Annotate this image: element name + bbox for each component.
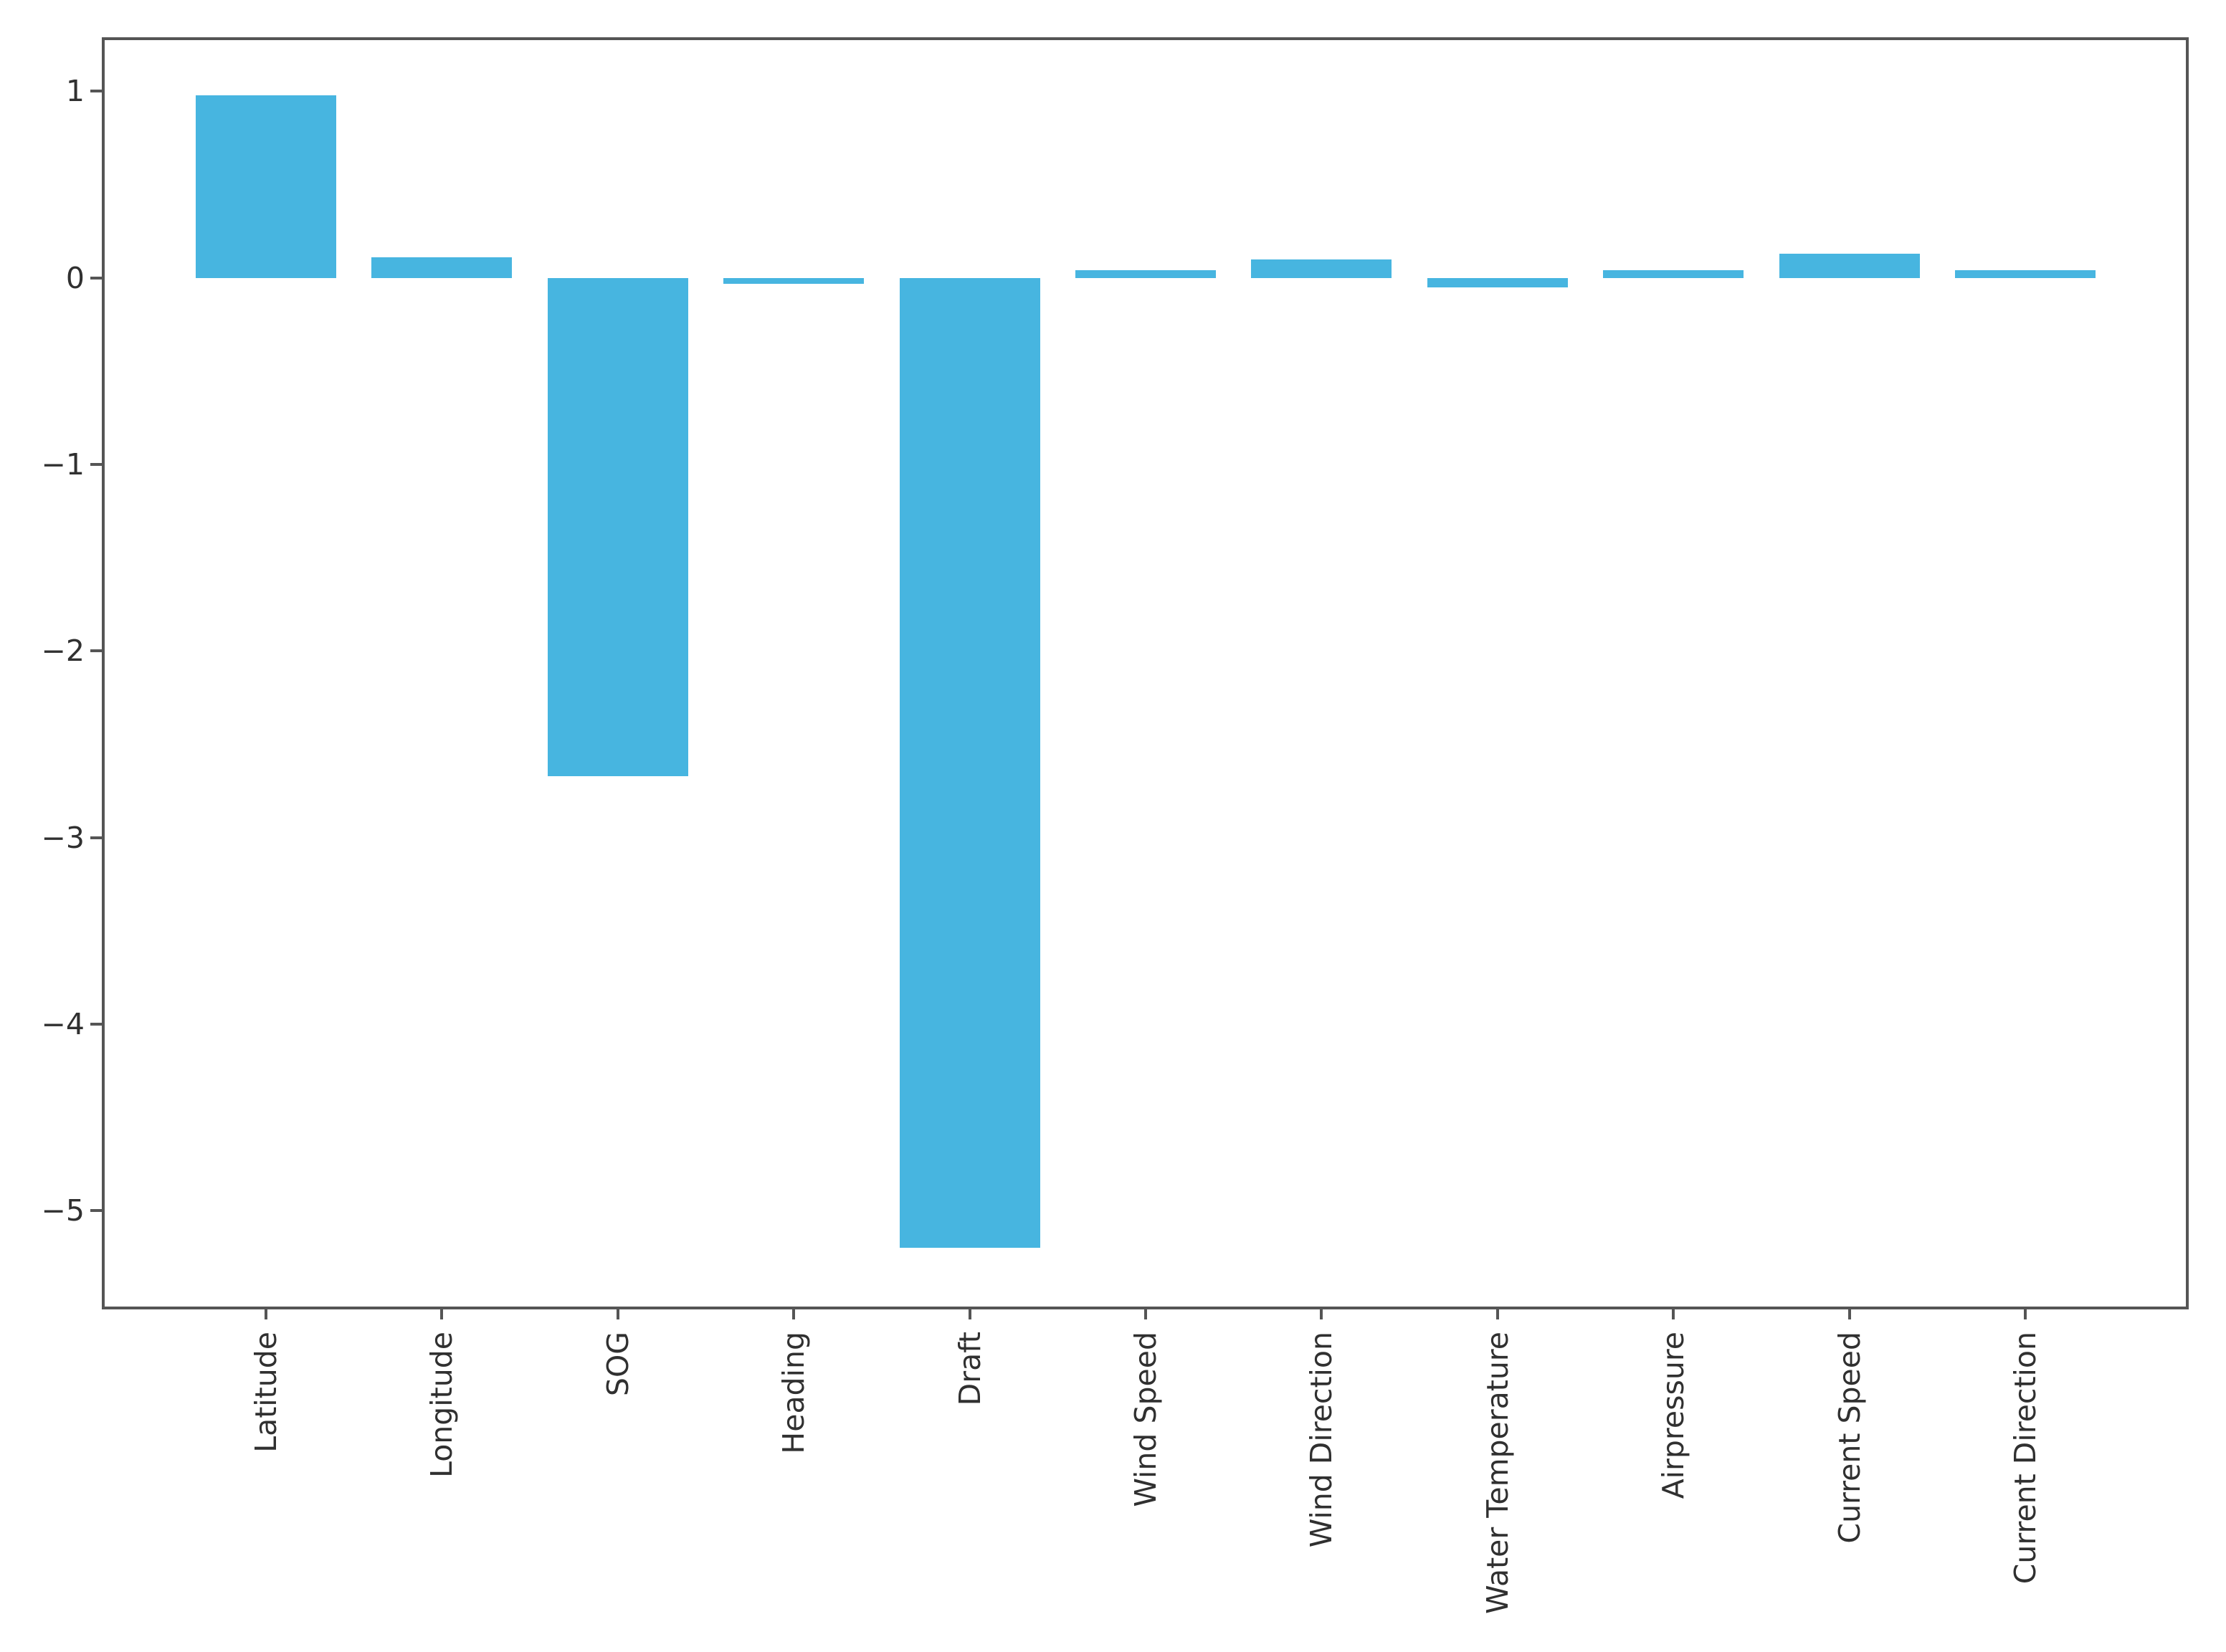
x-tick-label-current-direction: Current Direction — [2008, 1332, 2042, 1585]
y-tick-label: 0 — [65, 260, 85, 295]
x-tick-mark — [440, 1309, 444, 1319]
y-tick-mark — [90, 463, 102, 466]
y-tick-mark — [90, 1022, 102, 1026]
bar-current-direction — [1955, 270, 2096, 278]
bar-wind-direction — [1251, 259, 1392, 278]
x-tick-label-heading: Heading — [776, 1332, 812, 1454]
x-tick-mark — [1672, 1309, 1675, 1319]
x-tick-label-sog: SOG — [600, 1332, 635, 1397]
bar-longitude — [371, 257, 513, 278]
y-tick-mark — [90, 1209, 102, 1213]
bar-draft — [899, 277, 1040, 1248]
x-tick-mark — [1144, 1309, 1147, 1319]
y-tick-label: −5 — [41, 1193, 85, 1228]
x-tick-mark — [1847, 1309, 1851, 1319]
x-tick-mark — [2024, 1309, 2027, 1319]
y-tick-label: −2 — [41, 634, 85, 669]
x-tick-label-latitude: Latitude — [249, 1332, 283, 1453]
x-tick-mark — [792, 1309, 796, 1319]
x-tick-mark — [1495, 1309, 1499, 1319]
x-tick-label-longitude: Longitude — [424, 1332, 460, 1478]
bar-latitude — [196, 95, 336, 278]
y-tick-label: −3 — [41, 820, 85, 855]
bar-sog — [547, 277, 688, 776]
y-tick-label: −4 — [41, 1006, 85, 1041]
x-tick-label-current-speed: Current Speed — [1832, 1332, 1867, 1544]
x-tick-label-airpressure: Airpressure — [1656, 1332, 1691, 1499]
x-tick-mark — [616, 1309, 619, 1319]
y-tick-mark — [90, 276, 102, 280]
y-tick-mark — [90, 836, 102, 839]
x-tick-label-water-temperature: Water Temperature — [1480, 1332, 1515, 1614]
bar-heading — [723, 277, 865, 284]
bar-wind-speed — [1075, 270, 1216, 278]
plot-area — [102, 37, 2189, 1309]
y-tick-label: −1 — [41, 447, 85, 482]
bar-current-speed — [1779, 253, 1920, 278]
bar-airpressure — [1603, 270, 1744, 278]
x-tick-mark — [968, 1309, 971, 1319]
x-tick-label-wind-direction: Wind Direction — [1304, 1332, 1339, 1548]
x-tick-mark — [1320, 1309, 1323, 1319]
x-tick-label-draft: Draft — [952, 1332, 987, 1406]
x-tick-mark — [265, 1309, 267, 1319]
x-tick-label-wind-speed: Wind Speed — [1128, 1332, 1163, 1507]
y-tick-mark — [90, 90, 102, 93]
y-tick-mark — [90, 649, 102, 653]
bar-water-temperature — [1427, 277, 1568, 287]
y-tick-label: 1 — [65, 74, 85, 109]
